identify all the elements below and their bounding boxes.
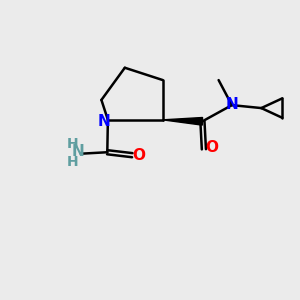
Polygon shape [163, 118, 203, 125]
Text: N: N [98, 114, 111, 129]
Text: O: O [206, 140, 219, 155]
Text: H: H [67, 155, 78, 169]
Text: H: H [67, 137, 78, 151]
Text: N: N [226, 97, 238, 112]
Text: N: N [71, 144, 84, 159]
Text: O: O [132, 148, 145, 163]
